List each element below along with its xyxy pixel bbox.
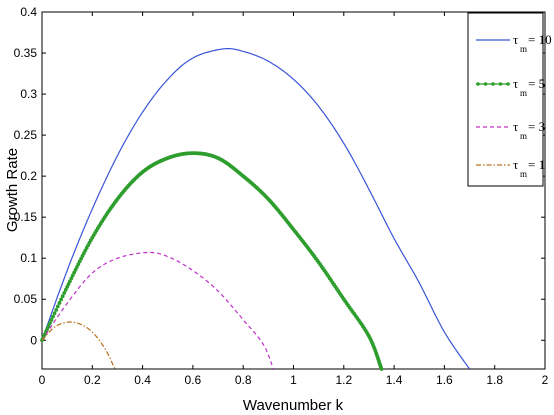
tick-labels: 0 0.2 0.4 0.6 0.8 1 1.2 1.4 1.6 1.8 2 0 0.05 0.1 0.15 0… xyxy=(14,5,549,387)
legend-value-2: = 3 xyxy=(528,119,545,134)
x-tick-label: 1.6 xyxy=(436,373,453,387)
series-marker-1 xyxy=(49,318,54,322)
series-marker-1 xyxy=(59,297,63,302)
y-tick-label: 0.2 xyxy=(20,169,37,183)
series-marker-1 xyxy=(57,301,62,305)
x-tick-label: 1 xyxy=(290,373,297,387)
series-marker-1 xyxy=(51,314,55,319)
legend-marker xyxy=(491,82,495,86)
series-layer xyxy=(40,48,471,371)
x-tick-label: 1.4 xyxy=(386,373,403,387)
series-line-3 xyxy=(42,321,116,369)
series-marker-1 xyxy=(60,294,65,299)
legend-value-0: = 10 xyxy=(528,32,552,47)
x-tick-label: 1.2 xyxy=(335,373,352,387)
legend-marker xyxy=(498,82,503,86)
legend-box xyxy=(467,12,544,187)
series-line-0 xyxy=(42,48,471,369)
legend-symbol-1: τ xyxy=(513,76,518,91)
series-marker-1 xyxy=(55,304,60,309)
legend-symbol-2: τ xyxy=(513,119,518,134)
y-tick-label: 0.35 xyxy=(14,46,38,60)
y-tick-label: 0.25 xyxy=(14,128,38,142)
x-tick-label: 0.2 xyxy=(84,373,101,387)
x-tick-label: 2 xyxy=(542,373,549,387)
series-marker-1 xyxy=(379,367,384,371)
y-tick-label: 0 xyxy=(30,333,37,347)
series-marker-1 xyxy=(62,291,67,295)
x-tick-label: 0.6 xyxy=(185,373,202,387)
legend-sub-0: m xyxy=(520,44,527,54)
x-axis-title: Wavenumber k xyxy=(243,397,344,414)
legend-symbol-0: τ xyxy=(513,32,518,47)
x-tick-label: 0 xyxy=(39,373,46,387)
legend-value-3: = 1 xyxy=(528,157,545,172)
legend-marker xyxy=(506,82,510,86)
series-marker-1 xyxy=(48,321,52,326)
x-tick-label: 0.4 xyxy=(134,373,151,387)
y-tick-label: 0.3 xyxy=(20,87,37,101)
y-axis-title: Growth Rate xyxy=(4,148,21,232)
series-marker-1 xyxy=(46,324,51,329)
legend-marker xyxy=(476,82,480,86)
series-marker-1 xyxy=(54,307,59,312)
legend-sub-2: m xyxy=(520,131,527,141)
legend-sub-1: m xyxy=(520,88,527,98)
series-line-2 xyxy=(42,251,274,369)
y-tick-label: 0.15 xyxy=(14,210,38,224)
y-tick-label: 0.05 xyxy=(14,292,38,306)
legend-sub-3: m xyxy=(520,169,527,179)
series-marker-1 xyxy=(52,311,57,316)
legend-marker xyxy=(483,82,488,86)
x-tick-label: 1.8 xyxy=(486,373,503,387)
series-marker-1 xyxy=(63,287,68,292)
legend-symbol-3: τ xyxy=(513,157,518,172)
y-tick-label: 0.1 xyxy=(20,251,37,265)
x-tick-label: 0.8 xyxy=(235,373,252,387)
legend-value-1: = 5 xyxy=(528,76,545,91)
y-tick-label: 0.4 xyxy=(20,5,37,19)
